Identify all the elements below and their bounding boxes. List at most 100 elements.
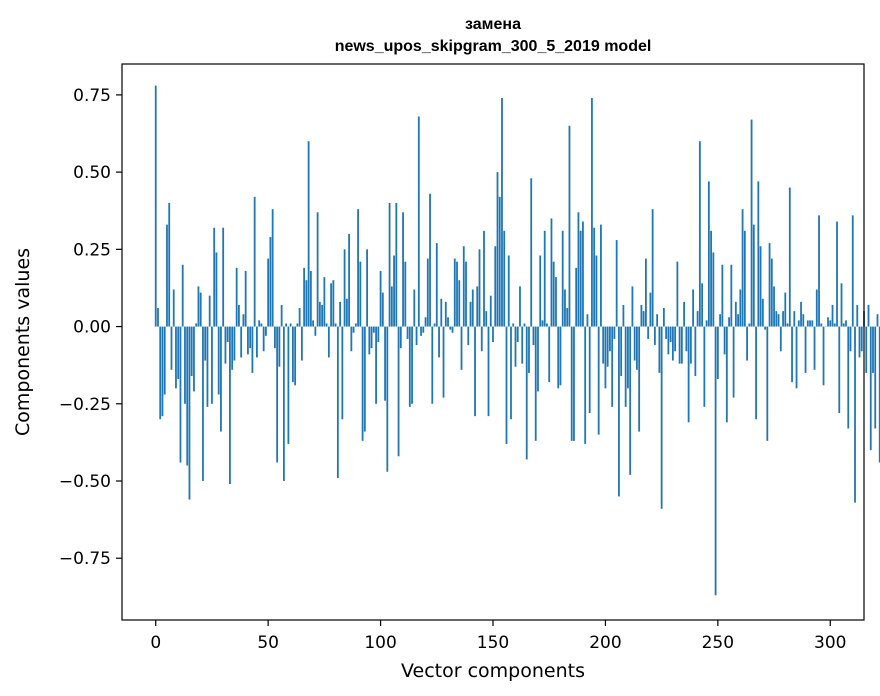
bar [858,326,861,358]
bar [350,326,353,352]
bar [469,301,472,327]
bar [229,326,231,485]
bar [757,181,760,327]
bar [294,326,297,386]
bar [451,326,454,333]
bar [813,326,816,370]
bar [564,289,566,327]
bar [287,326,290,444]
bar [714,326,717,596]
bar [166,224,168,327]
bar [244,270,247,327]
bar [276,326,279,463]
bar [685,326,688,352]
y-tick-label: 0.50 [73,163,111,183]
bar [256,326,258,358]
bar [811,320,814,327]
bar [177,326,180,380]
bar [827,317,829,327]
y-axis-ticks: −0.75 −0.50 −0.25 0.00 0.25 0.50 0.75 [59,86,122,569]
bar [417,116,420,327]
bar [618,326,620,497]
bar [265,326,267,336]
bar [678,326,681,364]
bar [377,326,380,342]
x-tick-label: 0 [150,633,161,653]
bar [528,326,530,373]
bar [487,326,490,417]
bar [539,255,542,327]
bar [208,295,211,327]
bar [179,326,182,463]
bar [253,196,256,327]
bar [806,320,809,327]
bar [701,283,704,327]
bar [667,326,670,355]
bar [489,295,492,327]
bar [404,261,407,327]
bar [797,320,800,327]
bar [435,243,438,327]
bar [242,314,245,327]
x-tick-label: 200 [589,633,621,653]
bar [761,298,764,327]
bar [247,326,249,355]
bar [258,320,261,327]
x-axis-label: Vector components [401,660,585,682]
bar [636,326,638,370]
bar [444,301,447,327]
bar [505,326,508,444]
bar [791,326,793,383]
bar [406,326,409,339]
bar [741,209,744,327]
bar [856,304,859,327]
bar [584,326,587,444]
bar [582,221,584,327]
bar [777,314,780,327]
bar [575,267,578,327]
bar [496,172,499,327]
bar [172,289,175,327]
bar [512,323,515,327]
bar [593,227,596,327]
chart-title-line1: замена [465,16,521,33]
bar [878,326,880,463]
bar [710,230,712,327]
bar [357,209,359,327]
bar [251,326,254,373]
bar [307,141,310,327]
bar [788,187,791,327]
bar [703,326,706,407]
bar [665,326,668,339]
bar [226,326,229,342]
bar [411,326,413,404]
bar [271,209,274,327]
bar [712,252,715,327]
bar [181,264,184,327]
bar [802,314,805,327]
bar [523,323,526,327]
bar [460,326,463,370]
bar [321,304,324,327]
bar [867,304,870,327]
bar [325,323,328,327]
bar [743,230,746,327]
bar [725,326,728,423]
bar [588,326,591,414]
bar [849,326,852,352]
bar [157,308,159,327]
bar [429,193,431,327]
bar [804,326,807,373]
bar [309,270,312,327]
bar [872,326,874,373]
bar [732,326,735,398]
bar [680,326,683,364]
y-tick-label: 0.00 [73,318,111,338]
bar [532,326,535,346]
bar [397,326,400,457]
bar [332,280,335,327]
bar [651,209,654,327]
bar [289,323,292,327]
bar [474,326,476,417]
bar [413,289,416,327]
